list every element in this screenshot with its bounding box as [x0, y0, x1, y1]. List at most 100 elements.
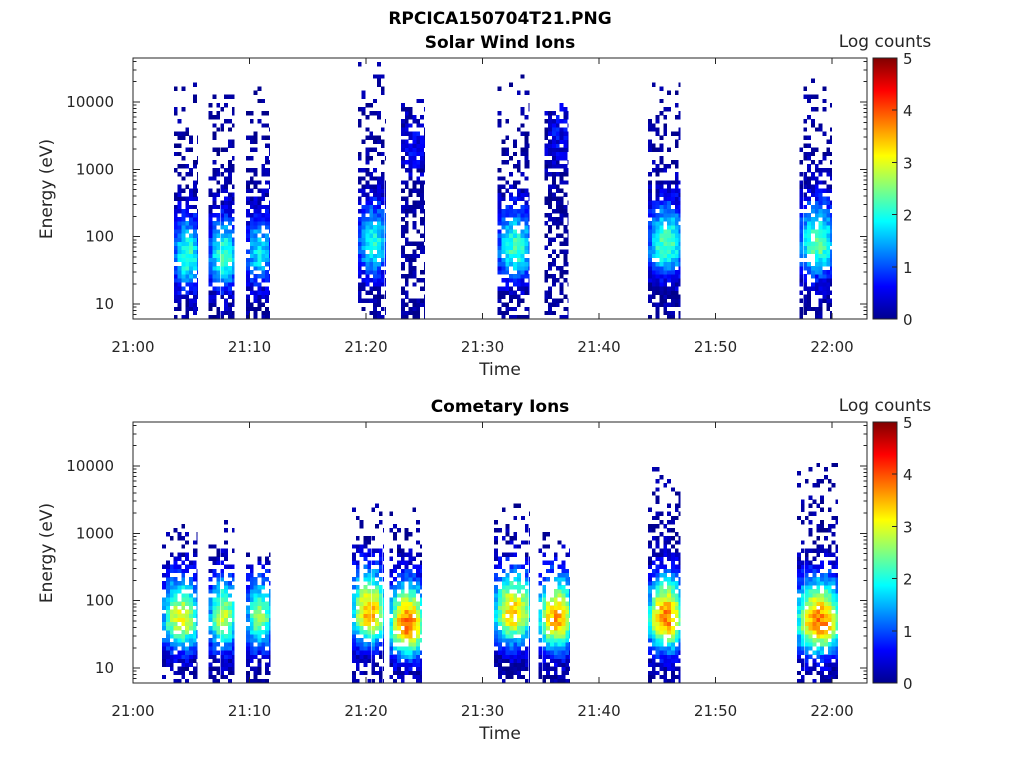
heatmap-cell: [185, 298, 190, 303]
heatmap-cell: [651, 253, 656, 259]
heatmap-cell: [363, 613, 368, 619]
heatmap-cell: [249, 625, 254, 631]
heatmap-cell: [513, 241, 517, 246]
heatmap-cell: [555, 139, 560, 144]
heatmap-cell: [803, 213, 808, 218]
heatmap-cell: [361, 213, 366, 218]
heatmap-cell: [818, 245, 823, 250]
heatmap-cell: [663, 552, 668, 557]
heatmap-cell: [355, 654, 360, 659]
heatmap-cell: [808, 519, 813, 525]
heatmap-cell: [655, 540, 660, 545]
heatmap-cell: [659, 286, 664, 291]
heatmap-cell: [401, 160, 405, 165]
heatmap-cell: [231, 577, 235, 582]
heatmap-cell: [678, 564, 681, 570]
heatmap-cell: [359, 630, 364, 635]
heatmap-cell: [181, 86, 186, 91]
heatmap-cell: [501, 278, 506, 283]
heatmap-cell: [648, 650, 652, 655]
heatmap-cell: [498, 601, 502, 606]
heatmap-cell: [357, 233, 362, 238]
heatmap-cell: [196, 225, 198, 230]
heatmap-cell: [655, 233, 660, 238]
heatmap-cell: [265, 593, 269, 598]
heatmap-cell: [538, 609, 543, 614]
heatmap-cell: [177, 184, 182, 189]
heatmap-cell: [181, 646, 186, 651]
heatmap-cell: [361, 257, 366, 263]
heatmap-cell: [569, 597, 571, 602]
heatmap-cell: [663, 196, 668, 202]
heatmap-cell: [363, 536, 368, 541]
heatmap-cell: [835, 585, 838, 590]
heatmap-cell: [663, 208, 668, 214]
heatmap-cell: [494, 654, 498, 659]
heatmap-cell: [655, 589, 660, 594]
heatmap-cell: [212, 585, 217, 590]
heatmap-cell: [812, 658, 817, 663]
heatmap-cell: [557, 572, 562, 578]
heatmap-cell: [253, 278, 258, 283]
cometary-y-label: Energy (eV): [37, 503, 57, 603]
heatmap-cell: [420, 670, 422, 676]
heatmap-cell: [196, 613, 198, 619]
heatmap-cell: [378, 601, 383, 606]
cometary-title: Cometary Ions: [431, 397, 570, 417]
heatmap-cell: [812, 499, 817, 504]
heatmap-cell: [404, 634, 409, 639]
heatmap-cell: [830, 237, 833, 242]
heatmap-cell: [803, 282, 808, 287]
heatmap-cell: [509, 670, 514, 676]
heatmap-cell: [827, 572, 832, 578]
heatmap-cell: [651, 646, 656, 651]
heatmap-cell: [196, 630, 198, 635]
heatmap-cell: [565, 678, 570, 684]
heatmap-cell: [253, 294, 258, 299]
heatmap-cell: [524, 658, 529, 663]
heatmap-cell: [544, 160, 549, 165]
heatmap-cell: [674, 225, 679, 230]
heatmap-cell: [216, 278, 221, 283]
heatmap-cell: [412, 270, 417, 275]
heatmap-cell: [365, 282, 370, 287]
heatmap-cell: [189, 662, 193, 667]
heatmap-cell: [544, 176, 549, 181]
heatmap-cell: [524, 249, 529, 255]
heatmap-cell: [505, 225, 510, 230]
heatmap-cell: [380, 139, 385, 144]
heatmap-cell: [181, 577, 186, 582]
heatmap-cell: [808, 609, 813, 614]
heatmap-cell: [253, 266, 258, 271]
heatmap-cell: [389, 528, 394, 533]
heatmap-cell: [807, 233, 811, 238]
heatmap-cell: [378, 597, 383, 602]
heatmap-cell: [208, 605, 213, 610]
heatmap-cell: [528, 560, 530, 566]
heatmap-cell: [808, 642, 813, 647]
heatmap-cell: [521, 540, 525, 545]
heatmap-cell: [804, 568, 809, 574]
heatmap-cell: [659, 560, 664, 566]
heatmap-cell: [357, 274, 362, 279]
heatmap-cell: [663, 274, 668, 279]
heatmap-cell: [189, 213, 193, 218]
heatmap-cell: [212, 172, 217, 177]
heatmap-cell: [373, 310, 377, 316]
heatmap-cell: [169, 585, 174, 590]
heatmap-cell: [538, 654, 543, 659]
heatmap-cell: [648, 253, 652, 259]
heatmap-cell: [835, 597, 838, 602]
heatmap-cell: [246, 642, 250, 647]
heatmap-cell: [563, 294, 568, 299]
heatmap-cell: [553, 646, 558, 651]
heatmap-cell: [505, 630, 510, 635]
heatmap-cell: [377, 261, 381, 267]
heatmap-cell: [820, 613, 824, 619]
heatmap-cell: [384, 233, 386, 238]
heatmap-cell: [674, 674, 679, 680]
heatmap-cell: [557, 621, 562, 627]
heatmap-cell: [212, 160, 217, 165]
heatmap-cell: [835, 560, 838, 566]
